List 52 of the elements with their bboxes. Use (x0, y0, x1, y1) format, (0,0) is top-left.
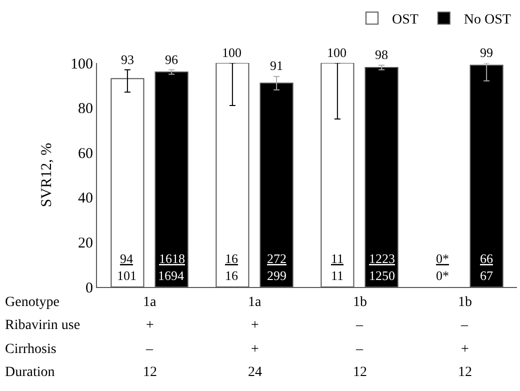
y-tick-label: 80 (78, 101, 93, 118)
text: + (146, 318, 154, 333)
data-label: 99 (480, 45, 493, 60)
annotation: 94 (120, 251, 134, 266)
y-tick-label: 100 (70, 56, 93, 72)
annotation: 1250 (369, 268, 395, 283)
text: Genotype (5, 295, 60, 310)
annotation: 16 (225, 251, 238, 266)
text: 12 (353, 365, 367, 380)
annotation: 101 (117, 268, 136, 283)
text: Ribavirin use (5, 318, 80, 333)
y-tick-label: 40 (78, 190, 93, 207)
text: 1b (353, 295, 367, 310)
data-label: 98 (375, 47, 388, 62)
annotation: 0* (436, 268, 449, 283)
text: + (461, 342, 469, 357)
annotation: 1694 (158, 268, 184, 283)
y-tick-label: 20 (78, 235, 93, 252)
annotation: 66 (480, 251, 494, 266)
annotation: 1223 (369, 251, 395, 266)
text: + (251, 318, 259, 333)
data-label: 96 (165, 52, 178, 67)
legend-label: OST (392, 12, 419, 28)
data-label: 100 (222, 45, 242, 60)
annotation: 0* (436, 251, 449, 266)
text: – (355, 318, 364, 333)
annotation: 11 (331, 268, 344, 283)
annotation: 16 (225, 268, 238, 283)
annotation: 272 (267, 251, 286, 266)
text: – (145, 342, 154, 357)
text: 12 (143, 365, 157, 380)
text: – (460, 318, 469, 333)
text: 24 (248, 365, 262, 380)
text: 1b (458, 295, 472, 310)
data-label: 93 (121, 52, 134, 67)
y-axis-title: SVR12, % (38, 142, 55, 208)
data-label: 100 (327, 45, 346, 60)
text: Duration (5, 365, 55, 380)
annotation: 11 (331, 251, 344, 266)
text: + (251, 342, 259, 357)
y-tick-label: 0 (86, 280, 93, 296)
annotation: 299 (267, 268, 286, 283)
legend-label: No OST (464, 12, 512, 28)
y-tick-label: 60 (78, 146, 93, 162)
text: 12 (458, 365, 472, 380)
annotation: 1618 (159, 251, 185, 266)
text: 1a (143, 295, 157, 310)
text: Cirrhosis (5, 342, 56, 357)
text: 1a (248, 295, 262, 310)
annotation: 67 (480, 268, 494, 283)
text: – (355, 342, 364, 357)
data-label: 91 (270, 58, 283, 73)
